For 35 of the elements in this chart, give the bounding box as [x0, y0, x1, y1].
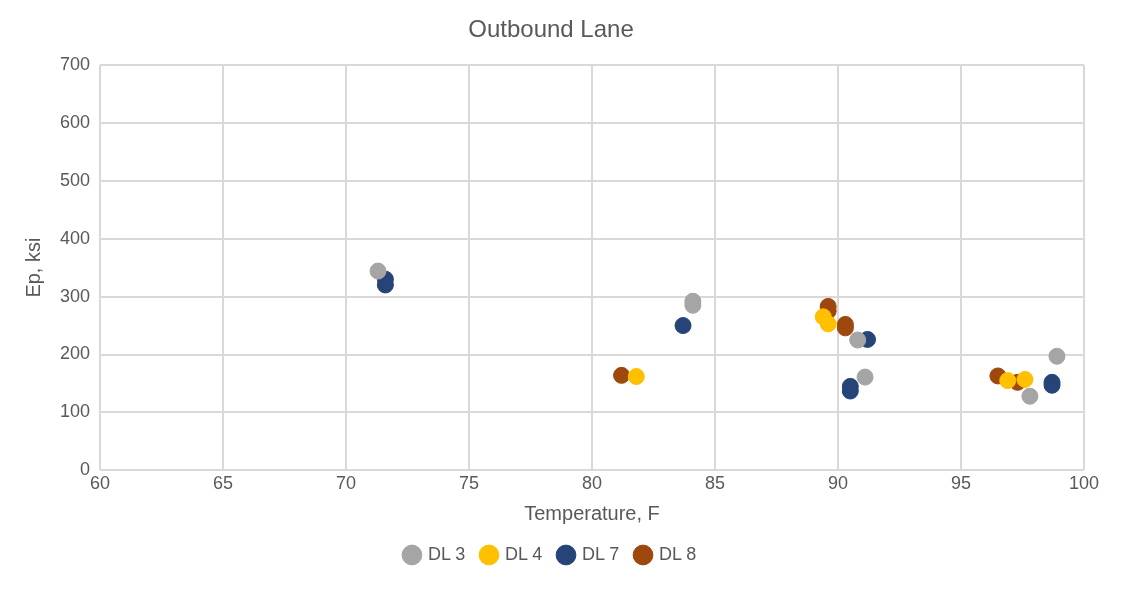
- legend-label: DL 4: [504, 543, 543, 564]
- x-tick-label: 70: [336, 473, 357, 494]
- x-tick-label: 90: [827, 473, 849, 494]
- x-tick-label: 60: [90, 473, 111, 494]
- point: [627, 368, 645, 386]
- point: [1048, 347, 1066, 365]
- legend-label: DL 7: [582, 543, 620, 564]
- y-tick-label: 300: [59, 285, 91, 306]
- x-tick-label: 75: [459, 473, 480, 494]
- y-tick-label: 400: [59, 227, 91, 248]
- point: [674, 317, 692, 335]
- y-tick-label: 600: [59, 111, 91, 132]
- legend-label: DL 8: [659, 543, 697, 564]
- x-tick-label: 100: [1068, 473, 1100, 494]
- y-axis-title: Ep, ksi: [21, 237, 44, 298]
- point: [819, 315, 837, 333]
- x-axis-title: Temperature, F: [524, 501, 660, 524]
- point: [369, 262, 387, 280]
- y-tick-label: 700: [59, 53, 91, 74]
- y-tick-label: 200: [59, 343, 91, 364]
- y-tick-label: 100: [59, 401, 91, 422]
- y-tick-label: 0: [80, 459, 91, 480]
- point: [999, 372, 1017, 390]
- point: [613, 366, 631, 384]
- chart-title: Outbound Lane: [468, 15, 634, 43]
- y-tick-label: 500: [59, 169, 91, 190]
- x-tick-label: 65: [213, 473, 234, 494]
- point: [1021, 387, 1039, 405]
- x-tick-label: 85: [705, 473, 726, 494]
- x-tick-label: 80: [582, 473, 603, 494]
- point: [849, 331, 867, 349]
- legend-label: DL 3: [427, 543, 466, 564]
- point: [1016, 370, 1034, 388]
- x-tick-label: 95: [950, 473, 972, 494]
- point: [856, 368, 874, 386]
